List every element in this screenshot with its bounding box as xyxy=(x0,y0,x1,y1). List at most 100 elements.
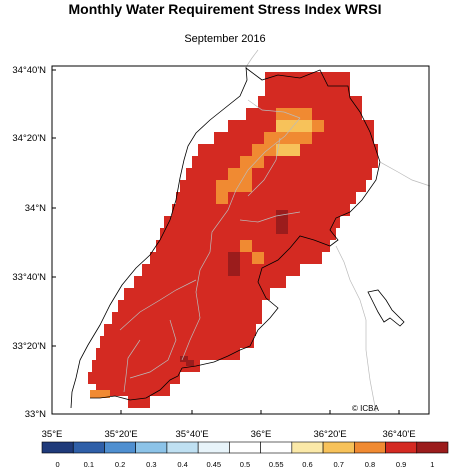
grid-cell-light xyxy=(300,120,312,132)
grid-cell-orange xyxy=(252,252,264,264)
map-frame xyxy=(51,65,430,415)
credit-label: © ICBA xyxy=(352,404,379,413)
grid-cell-orange xyxy=(240,156,252,168)
longitude-label: 35°20'E xyxy=(104,429,137,440)
colorbar-label: 0.6 xyxy=(302,460,312,469)
grid-cell-row xyxy=(124,288,270,300)
latitude-label: 33°40'N xyxy=(12,272,46,283)
southern-border xyxy=(90,367,183,401)
boundaries xyxy=(70,49,431,413)
lake-outline xyxy=(367,289,405,327)
map-title: Monthly Water Requirement Stress Index W… xyxy=(68,1,382,17)
colorbar-label: 0.1 xyxy=(84,460,94,469)
grid-cell-row xyxy=(180,180,366,192)
longitude-label: 36°40'E xyxy=(382,429,415,440)
grid-cell-light xyxy=(288,144,300,156)
colorbar-segment xyxy=(385,441,418,454)
grid-cell-orange xyxy=(276,108,288,120)
grid-cell-row xyxy=(176,192,356,204)
colorbar-segment xyxy=(41,441,74,454)
grid-cell-row xyxy=(134,276,286,288)
grid-cell-light xyxy=(276,144,288,156)
grid-cell-row xyxy=(92,360,200,372)
colorbar-segment xyxy=(72,441,105,454)
colorbar-label: 0.7 xyxy=(333,460,343,469)
colorbar-segment xyxy=(322,441,355,454)
eastern-border xyxy=(181,67,381,369)
grid-cell-dark xyxy=(276,222,288,234)
longitude-label: 35°40'E xyxy=(175,429,208,440)
admin-boundaries xyxy=(119,99,301,393)
grid-cell-orange xyxy=(288,132,300,144)
colorbar-segment xyxy=(229,441,261,454)
grid-cell-dark xyxy=(276,210,288,222)
grid-cell-row xyxy=(258,96,362,108)
grid-cell-row xyxy=(164,216,340,228)
colorbar-segment xyxy=(135,441,168,454)
grid-cell-dark xyxy=(186,360,194,366)
latitude-ticks: 34°40'N 34°20'N 34°N 33°40'N 33°20'N 33°N xyxy=(12,65,56,420)
longitude-ticks: 35°E 35°20'E 35°40'E 36°E 36°20'E 36°40'E xyxy=(42,410,416,440)
grid-cell-row xyxy=(192,156,378,168)
grid-cell-orange xyxy=(240,240,252,252)
grid-cell-row xyxy=(100,336,254,348)
regional-borders xyxy=(245,49,431,413)
grid-cell-orange xyxy=(90,390,110,398)
grid-cell-row xyxy=(96,384,170,396)
colorbar-segment xyxy=(291,441,324,454)
grid-cell-row xyxy=(265,72,350,84)
colorbar-segment xyxy=(104,441,136,454)
grid-cell-orange xyxy=(216,192,228,204)
latitude-label: 33°N xyxy=(25,409,46,420)
grid-cell-row xyxy=(172,204,350,216)
grid-cell-orange xyxy=(264,132,276,144)
grid-cell-dark xyxy=(180,356,188,362)
colorbar-segment xyxy=(197,441,230,454)
grid-cell-row xyxy=(96,348,240,360)
grid-cell-orange xyxy=(252,144,264,156)
colorbar-label: 0.5 xyxy=(240,460,250,469)
colorbar: 0 0.1 0.2 0.3 0.4 0.45 0.5 0.55 0.6 0.7 0.8 0.9 1 xyxy=(41,441,449,469)
grid-cell-orange xyxy=(228,168,240,180)
longitude-label: 36°20'E xyxy=(313,429,346,440)
wrsi-grid xyxy=(88,72,378,408)
map-subtitle: September 2016 xyxy=(184,33,266,45)
colorbar-segment xyxy=(416,441,449,454)
colorbar-label: 0.9 xyxy=(396,460,406,469)
grid-cell-dark xyxy=(228,264,240,276)
colorbar-segment xyxy=(166,441,199,454)
grid-cell-orange xyxy=(300,132,312,144)
colorbar-segment xyxy=(354,441,386,454)
grid-cell-row xyxy=(88,372,180,384)
colorbar-label: 0.2 xyxy=(115,460,125,469)
grid-cell-orange xyxy=(216,180,228,192)
grid-cell-row xyxy=(265,84,350,96)
colorbar-label: 0.8 xyxy=(365,460,375,469)
grid-cell-orange xyxy=(252,156,264,168)
grid-cell-orange xyxy=(264,144,276,156)
colorbar-label: 0 xyxy=(56,460,60,469)
latitude-label: 34°20'N xyxy=(12,133,46,144)
grid-cell-row xyxy=(128,396,150,408)
latitude-label: 34°40'N xyxy=(12,65,46,76)
colorbar-label: 0.45 xyxy=(206,460,221,469)
grid-cell-orange xyxy=(240,180,252,192)
colorbar-label: 0.3 xyxy=(146,460,156,469)
grid-cell-orange xyxy=(312,120,324,132)
grid-cell-light xyxy=(276,120,288,132)
grid-cell-row xyxy=(118,300,262,312)
grid-cell-dark xyxy=(228,252,240,264)
grid-cell-row xyxy=(160,228,336,240)
grid-cell-row xyxy=(186,168,372,180)
latitude-label: 34°N xyxy=(25,203,46,214)
coastline xyxy=(70,66,248,409)
longitude-label: 35°E xyxy=(42,429,63,440)
grid-cell-row xyxy=(104,324,256,336)
colorbar-segment xyxy=(260,441,293,454)
colorbar-label: 0.4 xyxy=(177,460,187,469)
latitude-label: 33°20'N xyxy=(12,341,46,352)
grid-cell-row xyxy=(112,312,262,324)
grid-cell-row xyxy=(142,264,300,276)
colorbar-label: 0.55 xyxy=(269,460,284,469)
